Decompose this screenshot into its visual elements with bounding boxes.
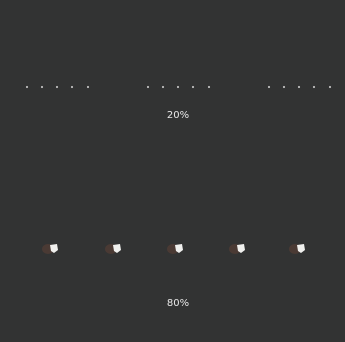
icon: [105, 244, 121, 254]
level-label: 20%: [167, 110, 189, 121]
icon: [42, 244, 58, 254]
icon: [229, 244, 245, 254]
icon-row: [42, 244, 305, 254]
icon: [289, 244, 305, 254]
level-label: 80%: [167, 298, 189, 309]
icon: [167, 244, 183, 254]
dot-row: [25, 85, 332, 89]
